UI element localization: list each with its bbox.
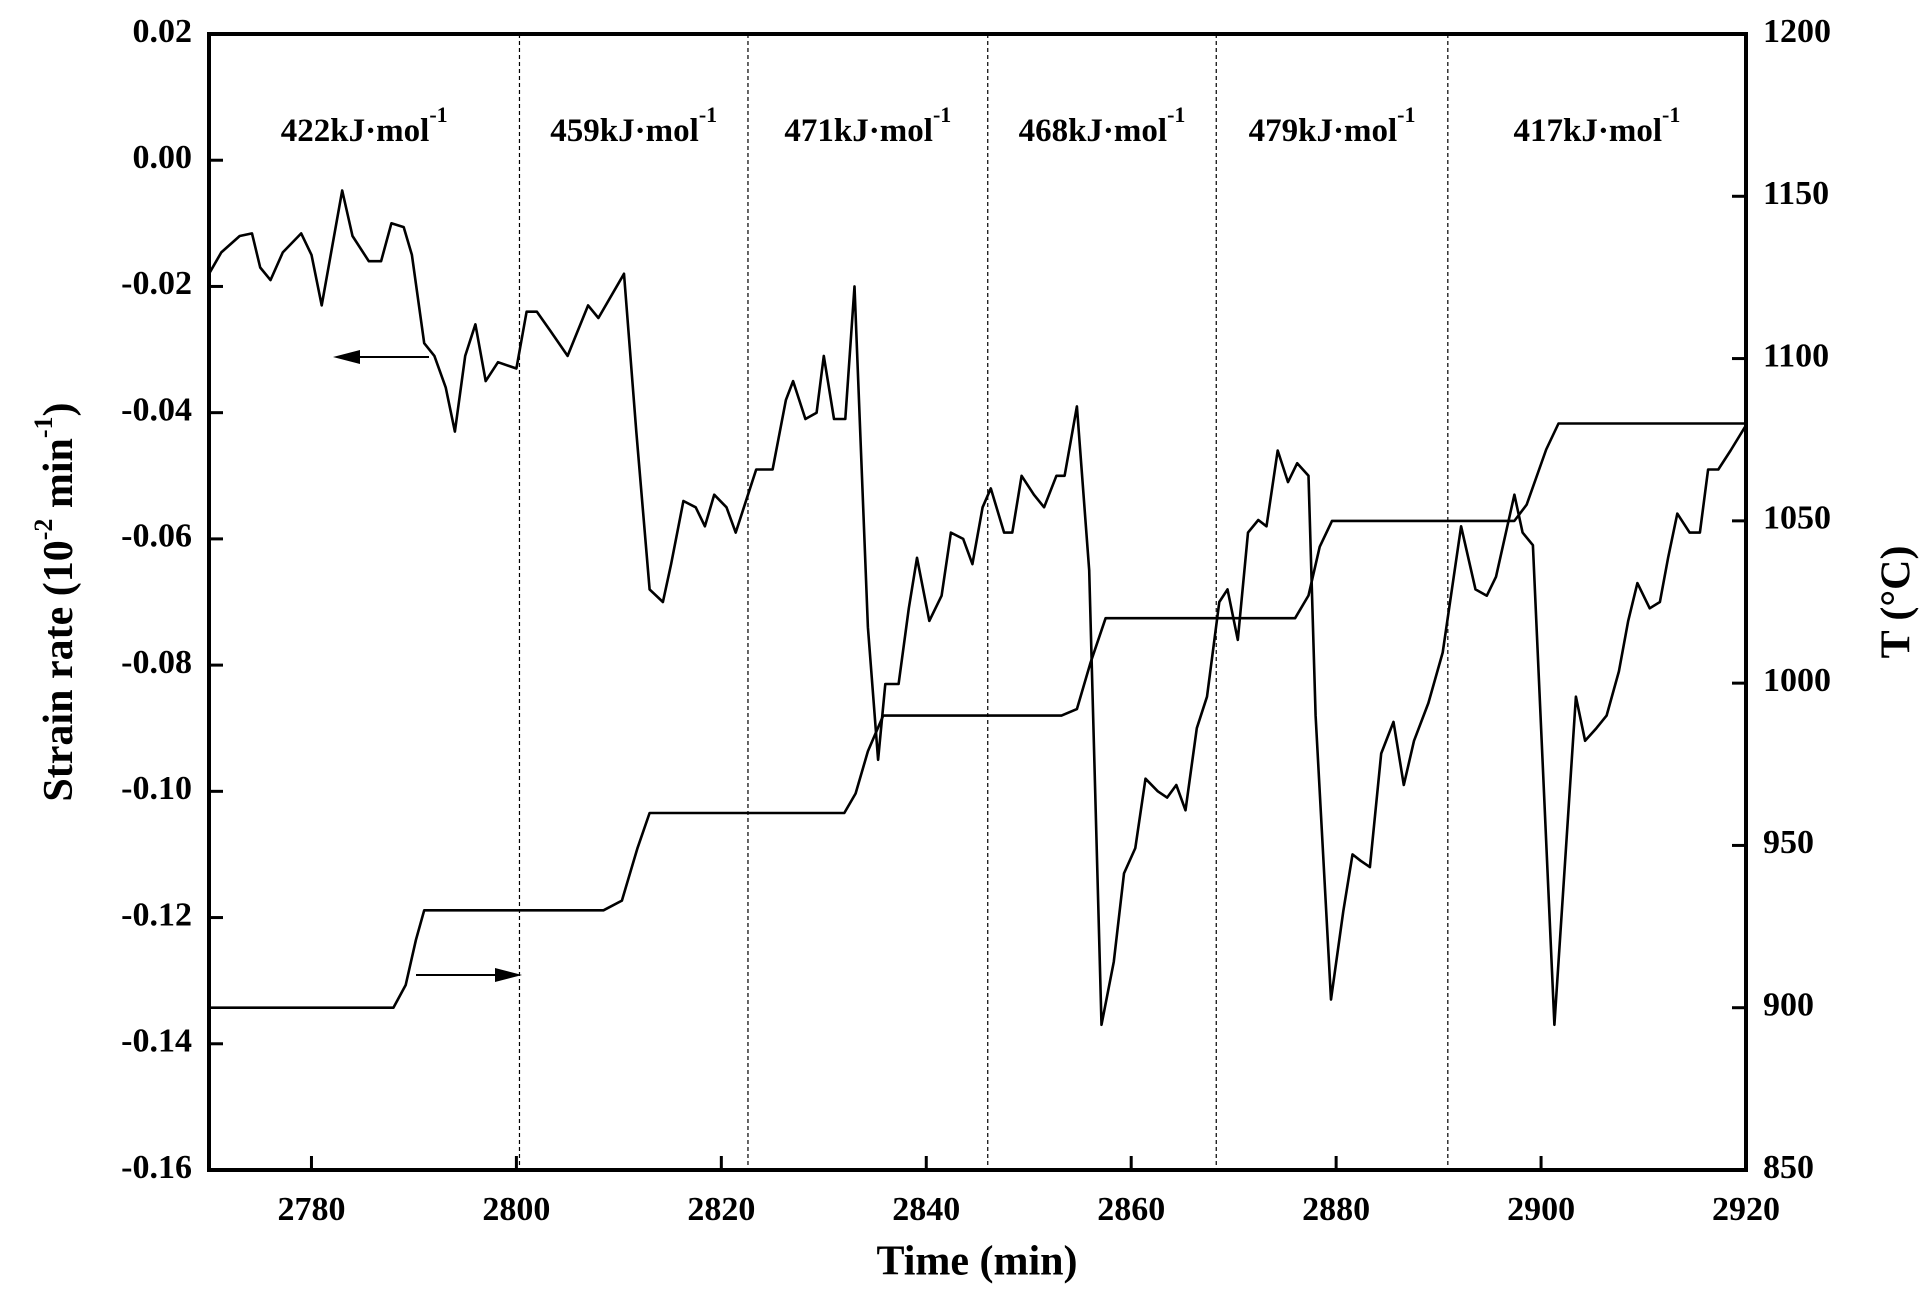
y-label-sup: -2 [29,519,58,541]
y-tick-label: -0.10 [121,770,192,807]
y2-tick-label: 1200 [1763,13,1831,50]
energy-text: 471kJ·mol [784,113,933,149]
x-tick-label: 2820 [687,1191,755,1228]
y2-tick-label: 1050 [1763,500,1831,537]
y-tick-label: 0.02 [133,13,193,50]
energy-sup: -1 [933,102,951,127]
energy-label: 459kJ·mol-1 [550,102,717,149]
y-label-part: min [36,438,82,519]
energy-sup: -1 [1397,102,1415,127]
x-tick-label: 2920 [1712,1191,1780,1228]
energy-sup: -1 [429,102,447,127]
x-axis-label: Time (min) [876,1239,1077,1285]
energy-label: 468kJ·mol-1 [1019,102,1186,149]
left-arrow [333,350,429,364]
energy-text: 479kJ·mol [1249,113,1398,149]
y-label-sup: -1 [29,416,58,438]
y-label-part: Strain rate (10 [36,540,82,801]
y-tick-label: -0.02 [121,265,192,302]
energy-label: 479kJ·mol-1 [1249,102,1416,149]
x-tick-label: 2840 [892,1191,960,1228]
energy-label: 422kJ·mol-1 [281,102,448,149]
y-tick-label: -0.08 [121,644,192,681]
energy-text: 459kJ·mol [550,113,699,149]
series-line [207,189,1748,1027]
energy-text: 422kJ·mol [281,113,430,149]
y-tick-label: 0.00 [133,139,193,176]
y-tick-label: -0.14 [121,1023,192,1060]
y-tick-label: -0.16 [121,1149,192,1186]
x-tick-label: 2780 [277,1191,345,1228]
y2-tick-label: 1100 [1763,337,1829,374]
y-tick-label: -0.12 [121,896,192,933]
y2-axis-label: T (°C) [1874,546,1920,659]
y-tick-label: -0.04 [121,391,192,428]
y2-tick-label: 850 [1763,1149,1814,1186]
x-tick-label: 2880 [1302,1191,1370,1228]
energy-sup: -1 [699,102,717,127]
y2-tick-label: 950 [1763,824,1814,861]
y2-tick-label: 900 [1763,987,1814,1024]
x-tick-label: 2860 [1097,1191,1165,1228]
x-tick-label: 2900 [1507,1191,1575,1228]
y2-tick-label: 1150 [1763,175,1829,212]
energy-sup: -1 [1662,102,1680,127]
y-tick-label: -0.06 [121,518,192,555]
x-tick-label: 2800 [482,1191,550,1228]
y2-tick-label: 1000 [1763,662,1831,699]
energy-text: 468kJ·mol [1019,113,1168,149]
plot-frame [207,32,1748,1172]
series-line [209,422,1746,1009]
energy-text: 417kJ·mol [1513,113,1662,149]
energy-label: 471kJ·mol-1 [784,102,951,149]
energy-sup: -1 [1167,102,1185,127]
energy-label: 417kJ·mol-1 [1513,102,1680,149]
y-axis-label: Strain rate (10-2 min-1) [29,402,82,801]
y-label-part: ) [36,402,82,416]
right-arrow [416,968,522,982]
